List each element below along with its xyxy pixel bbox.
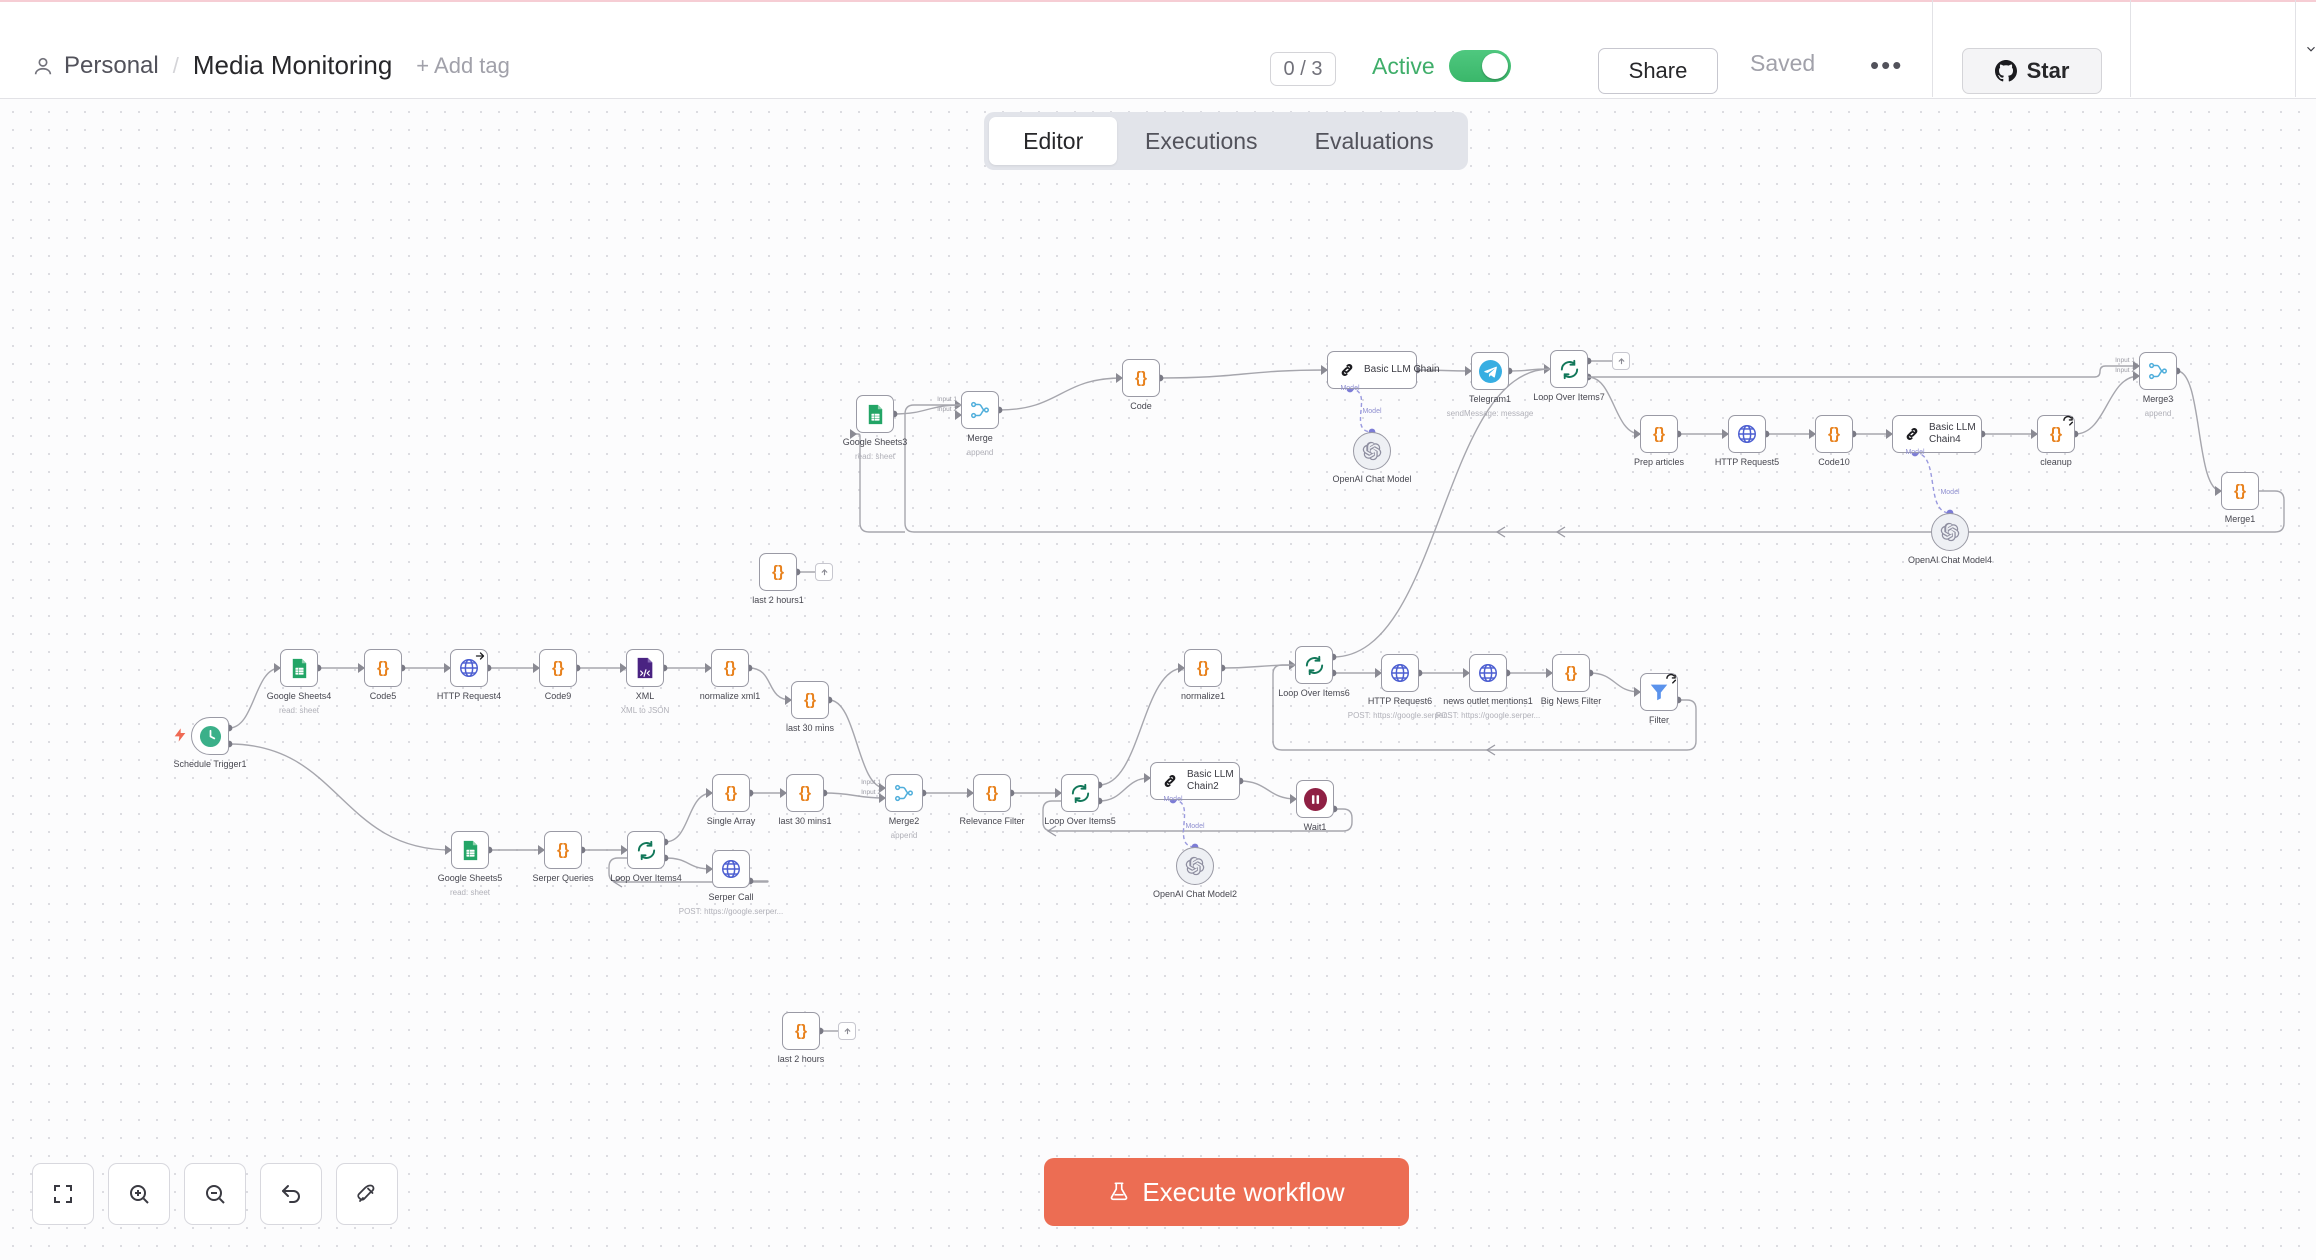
svg-text:{}: {} [1565,665,1577,682]
svg-text:{}: {} [724,660,736,677]
svg-text:{}: {} [725,785,737,802]
svg-text:{}: {} [377,660,389,677]
svg-text:{}: {} [804,692,816,709]
svg-text:{}: {} [1197,660,1209,677]
svg-text:{}: {} [986,785,998,802]
svg-text:{}: {} [799,785,811,802]
svg-text:{}: {} [552,660,564,677]
svg-text:{}: {} [795,1023,807,1040]
svg-text:{}: {} [1135,370,1147,387]
svg-text:{}: {} [772,564,784,581]
svg-text:{}: {} [1828,426,1840,443]
svg-text:{}: {} [557,842,569,859]
svg-text:{}: {} [2234,483,2246,500]
svg-text:{}: {} [1653,426,1665,443]
